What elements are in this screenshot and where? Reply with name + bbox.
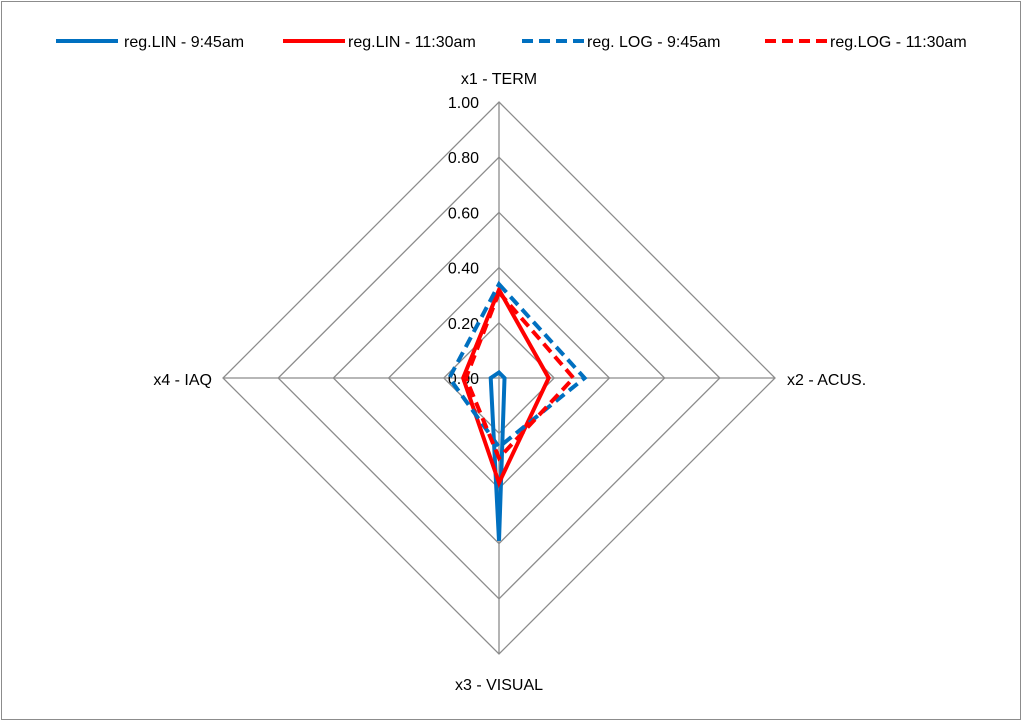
legend: reg.LIN - 9:45am reg.LIN - 11:30am reg. … xyxy=(56,34,967,51)
data-series xyxy=(446,280,588,541)
series-line-1 xyxy=(460,285,551,489)
series-line-0 xyxy=(488,369,507,541)
tick-label: 0.60 xyxy=(448,205,479,222)
axis-label-x1: x1 - TERM xyxy=(461,71,537,88)
legend-label-0: reg.LIN - 9:45am xyxy=(124,34,244,51)
legend-label-1: reg.LIN - 11:30am xyxy=(348,34,476,51)
axis-label-x2: x2 - ACUS. xyxy=(787,372,866,389)
axis-label-x3: x3 - VISUAL xyxy=(455,677,543,694)
legend-item-1: reg.LIN - 11:30am xyxy=(283,34,476,51)
legend-item-2: reg. LOG - 9:45am xyxy=(522,34,720,51)
legend-label-2: reg. LOG - 9:45am xyxy=(587,34,720,51)
legend-item-0: reg.LIN - 9:45am xyxy=(56,34,244,51)
axis-labels: x1 - TERM x2 - ACUS. x3 - VISUAL x4 - IA… xyxy=(153,71,866,694)
radar-grid xyxy=(222,101,776,655)
tick-label: 0.40 xyxy=(448,261,479,278)
tick-label: 1.00 xyxy=(448,95,479,112)
tick-label: 0.20 xyxy=(448,316,479,333)
tick-label: 0.80 xyxy=(448,150,479,167)
axis-label-x4: x4 - IAQ xyxy=(153,372,212,389)
series-line-2 xyxy=(446,280,588,450)
legend-label-3: reg.LOG - 11:30am xyxy=(830,34,967,51)
radial-tick-labels: 0.000.200.400.600.801.00 xyxy=(448,95,479,388)
legend-item-3: reg.LOG - 11:30am xyxy=(765,34,967,51)
series-line-3 xyxy=(463,288,577,462)
